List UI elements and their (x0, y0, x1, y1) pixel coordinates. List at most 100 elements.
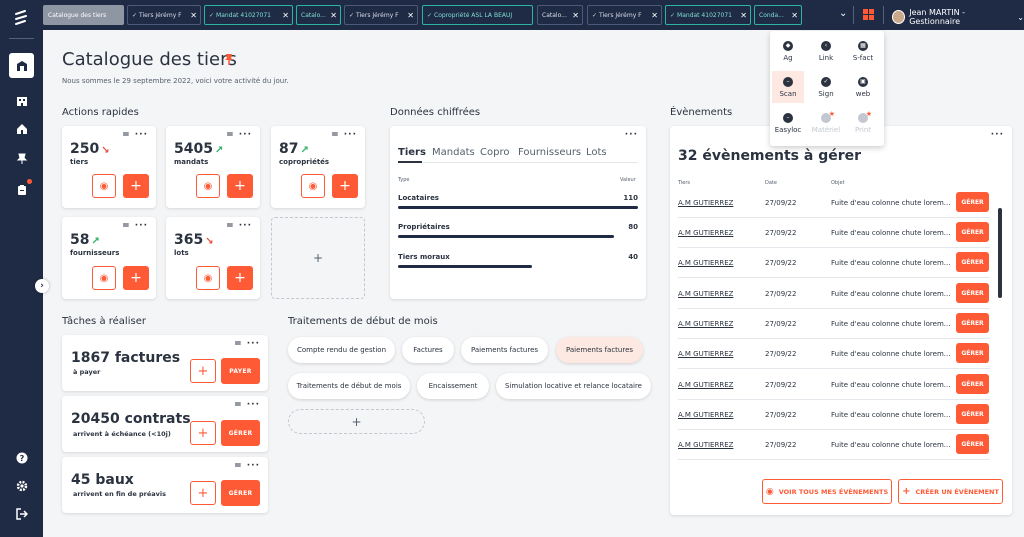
event-tiers-link[interactable]: A.M GUTIERREZ (678, 320, 734, 328)
tab-tiers[interactable]: ✓ Tiers Jérémy F ✕ (587, 5, 662, 25)
add-button[interactable]: + (227, 266, 253, 290)
pill-encaissement[interactable]: Encaissement (417, 373, 489, 399)
view-button[interactable]: ◉ (196, 266, 220, 290)
app-scan[interactable]: – Scan (772, 71, 804, 103)
manage-event-button[interactable]: GÉRER (956, 434, 989, 454)
manage-button[interactable]: GÉRER (221, 420, 260, 446)
view-button[interactable]: ◉ (92, 174, 116, 198)
tab-tiers[interactable]: ✓ Tiers Jérémy F ✕ (344, 5, 418, 25)
app-web[interactable]: ▣ web (855, 76, 871, 98)
card-controls[interactable]: = ··· (122, 221, 148, 231)
card-controls[interactable]: = ··· (226, 221, 252, 231)
close-icon[interactable]: ✕ (330, 11, 337, 20)
tab-tiers[interactable]: ✓ Tiers Jérémy F ✕ (127, 5, 201, 25)
event-tiers-link[interactable]: A.M GUTIERREZ (678, 290, 734, 298)
manage-event-button[interactable]: GÉRER (956, 374, 989, 394)
chevron-down-icon[interactable]: ⌄ (839, 8, 848, 19)
event-tiers-link[interactable]: A.M GUTIERREZ (678, 350, 734, 358)
add-button[interactable]: + (190, 359, 216, 383)
close-icon[interactable]: ✕ (740, 11, 747, 20)
create-event-button[interactable]: + CRÉER UN ÉVÈNEMENT (898, 479, 1003, 504)
event-tiers-link[interactable]: A.M GUTIERREZ (678, 441, 734, 449)
manage-event-button[interactable]: GÉRER (956, 252, 989, 272)
apps-grid-icon[interactable] (863, 9, 874, 20)
add-button[interactable]: + (190, 481, 216, 505)
tab-catalogue-des-tiers[interactable]: Catalogue des tiers (43, 5, 124, 25)
tab-mandats[interactable]: Mandats (432, 147, 475, 158)
tab-lots[interactable]: Lots (586, 147, 607, 158)
manage-event-button[interactable]: GÉRER (956, 313, 989, 333)
pill-simulation[interactable]: Simulation locative et relance locataire (496, 373, 651, 399)
card-controls[interactable]: = ··· (331, 130, 357, 140)
close-icon[interactable]: ✕ (190, 11, 197, 20)
view-button[interactable]: ◉ (301, 174, 325, 198)
card-controls[interactable]: = ··· (122, 130, 148, 140)
add-quick-action-button[interactable]: + (271, 217, 365, 299)
scrollbar[interactable] (998, 208, 1002, 298)
view-button[interactable]: ◉ (196, 174, 220, 198)
user-menu[interactable]: Jean MARTIN - Gestionnaire ⌄ (892, 8, 1024, 26)
card-controls[interactable]: ··· (624, 130, 638, 140)
pin-icon[interactable] (224, 53, 234, 70)
sidebar-item-settings[interactable] (9, 473, 34, 498)
tab-mandat[interactable]: ✓ Mandat 41027071 ✕ (665, 5, 751, 25)
card-controls[interactable]: = ··· (226, 130, 252, 140)
tab-copropriete[interactable]: ✓ Copropriété ASL LA BEAUJ (422, 5, 533, 25)
close-icon[interactable]: ✕ (651, 11, 658, 20)
manage-event-button[interactable]: GÉRER (956, 192, 989, 212)
card-controls[interactable]: ··· (990, 130, 1004, 140)
add-button[interactable]: + (227, 174, 253, 198)
event-tiers-link[interactable]: A.M GUTIERREZ (678, 229, 734, 237)
tab-fournisseurs[interactable]: Fournisseurs (518, 147, 582, 158)
sidebar-item-house[interactable] (9, 116, 34, 141)
manage-event-button[interactable]: GÉRER (956, 283, 989, 303)
pay-button[interactable]: PAYER (221, 358, 260, 384)
view-button[interactable]: ◉ (92, 266, 116, 290)
card-controls[interactable]: = ··· (234, 400, 260, 410)
app-sign[interactable]: ✓ Sign (818, 76, 834, 98)
tab-conda[interactable]: Conda... ✕ (754, 5, 802, 25)
sidebar-item-building[interactable] (9, 88, 34, 113)
add-button[interactable]: + (123, 266, 149, 290)
sidebar-item-home[interactable] (9, 53, 34, 78)
pill-paiements-factures[interactable]: Paiements factures (461, 337, 548, 363)
app-ag[interactable]: ◆ Ag (783, 40, 793, 62)
add-button[interactable]: + (123, 174, 149, 198)
event-tiers-link[interactable]: A.M GUTIERREZ (678, 411, 734, 419)
sidebar-item-logout[interactable] (9, 501, 34, 526)
manage-event-button[interactable]: GÉRER (956, 222, 989, 242)
event-tiers-link[interactable]: A.M GUTIERREZ (678, 381, 734, 389)
add-pill-button[interactable]: + (288, 409, 425, 434)
add-button[interactable]: + (190, 421, 216, 445)
tab-catalogue[interactable]: Catalo... ✕ (296, 5, 341, 25)
card-controls[interactable]: = ··· (234, 339, 260, 349)
sidebar-item-help[interactable]: ? (9, 445, 34, 470)
event-tiers-link[interactable]: A.M GUTIERREZ (678, 199, 734, 207)
see-all-events-button[interactable]: ◉ VOIR TOUS MES ÉVÈNEMENTS (762, 479, 892, 504)
app-link[interactable]: ‹ Link (818, 40, 834, 62)
manage-event-button[interactable]: GÉRER (956, 404, 989, 424)
close-icon[interactable]: ✕ (791, 11, 798, 20)
pill-traitements[interactable]: Traitements de début de mois (288, 373, 410, 399)
add-button[interactable]: + (332, 174, 358, 198)
sidebar-collapse-button[interactable]: › (35, 279, 49, 293)
tab-tiers[interactable]: Tiers (398, 147, 426, 158)
pill-paiements-factures-active[interactable]: Paiements factures (556, 337, 643, 363)
close-icon[interactable]: ✕ (282, 11, 289, 20)
close-icon[interactable]: ✕ (572, 11, 579, 20)
app-sfact[interactable]: ▦ S-fact (852, 40, 874, 62)
sidebar-item-clipboard[interactable] (9, 177, 34, 202)
event-tiers-link[interactable]: A.M GUTIERREZ (678, 259, 734, 267)
card-controls[interactable]: = ··· (234, 461, 260, 471)
manage-button[interactable]: GÉRER (221, 480, 260, 506)
pill-compte-rendu[interactable]: Compte rendu de gestion (288, 337, 395, 363)
tab-mandat[interactable]: ✓ Mandat 41027071 ✕ (204, 5, 293, 25)
sidebar-item-pin[interactable] (9, 146, 34, 171)
close-icon[interactable]: ✕ (407, 11, 414, 20)
pill-factures[interactable]: Factures (402, 337, 454, 363)
tab-copro[interactable]: Copro (480, 147, 510, 158)
app-easyloc[interactable]: – Easyloc (774, 112, 802, 134)
tab-catalogue[interactable]: Catalo... ✕ (537, 5, 583, 25)
app-logo[interactable] (11, 8, 31, 28)
manage-event-button[interactable]: GÉRER (956, 343, 989, 363)
